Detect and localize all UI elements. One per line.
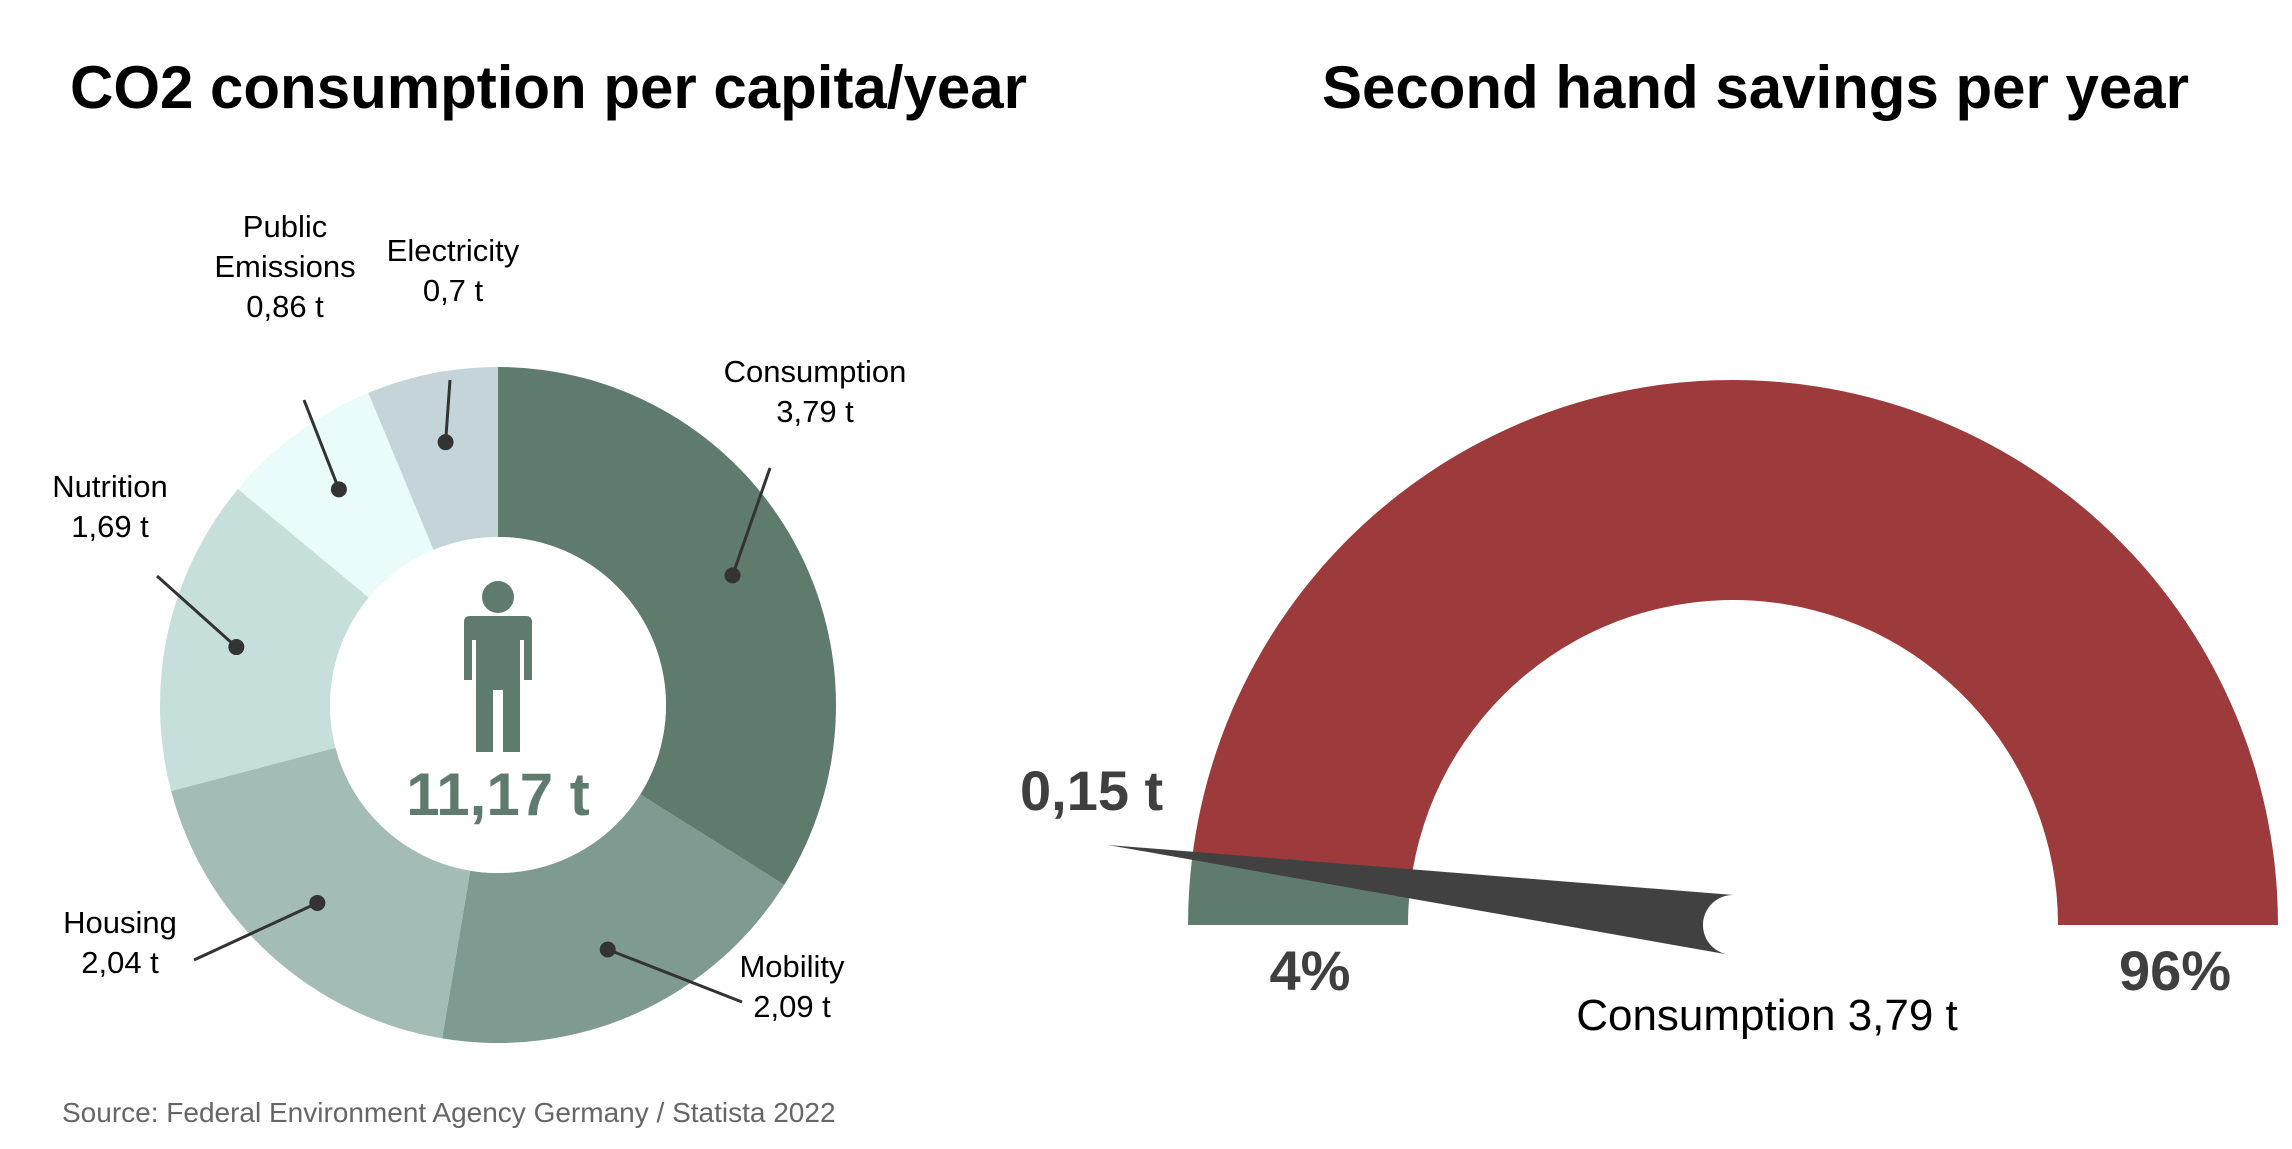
leader-dot — [724, 567, 741, 584]
leader-dot — [437, 434, 454, 451]
leader-line — [155, 574, 238, 649]
person-icon — [464, 581, 532, 752]
chart-title-right: Second hand savings per year — [1322, 54, 2189, 121]
slice-label: Mobility — [739, 949, 845, 984]
chart-title-left: CO2 consumption per capita/year — [70, 54, 1027, 121]
leader-line — [607, 948, 743, 1004]
donut-slice — [159, 488, 369, 792]
person-head — [482, 581, 514, 613]
slice-label: 0,86 t — [246, 289, 324, 324]
donut-slice — [498, 367, 836, 885]
leader-dot — [599, 941, 616, 958]
leader-dot — [309, 894, 326, 911]
slice-label: 2,09 t — [753, 989, 831, 1024]
leader-line — [731, 467, 772, 576]
slice-label: Housing — [63, 905, 177, 940]
slice-label: Nutrition — [52, 469, 167, 504]
gauge-right-percent: 96% — [2119, 939, 2231, 1002]
donut-slice — [442, 794, 785, 1043]
donut-chart: 11,17 t Consumption 3,79 t Mobility 2,09 t H… — [52, 209, 907, 1043]
slice-label: 3,79 t — [776, 394, 854, 429]
donut-slice — [368, 367, 498, 550]
gauge-value-label: 0,15 t — [1020, 759, 1163, 822]
leader-line — [444, 379, 452, 443]
donut-slice — [171, 747, 471, 1039]
slice-label: 2,04 t — [81, 945, 159, 980]
leader-dot — [228, 639, 245, 656]
leader-dot — [330, 481, 347, 498]
leader-line — [302, 399, 341, 490]
donut-center — [330, 537, 666, 873]
gauge-segment — [1192, 379, 2278, 925]
slice-label: Emissions — [214, 249, 355, 284]
gauge-needle — [1108, 845, 1737, 955]
gauge-chart: 0,15 t 4% 96% Consumption 3,79 t — [1020, 379, 2278, 1040]
gauge-segment — [1188, 856, 1411, 925]
slice-label: 0,7 t — [423, 273, 484, 308]
person-body — [464, 616, 532, 752]
slice-label: 1,69 t — [71, 509, 149, 544]
slice-label: Public — [243, 209, 327, 244]
leader-line — [193, 901, 318, 962]
slice-label: Electricity — [387, 233, 520, 268]
slice-label: Consumption — [724, 354, 907, 389]
gauge-left-percent: 4% — [1270, 939, 1351, 1002]
donut-total-label: 11,17 t — [406, 761, 590, 828]
gauge-caption: Consumption 3,79 t — [1576, 991, 1958, 1040]
source-note: Source: Federal Environment Agency Germa… — [62, 1097, 836, 1128]
